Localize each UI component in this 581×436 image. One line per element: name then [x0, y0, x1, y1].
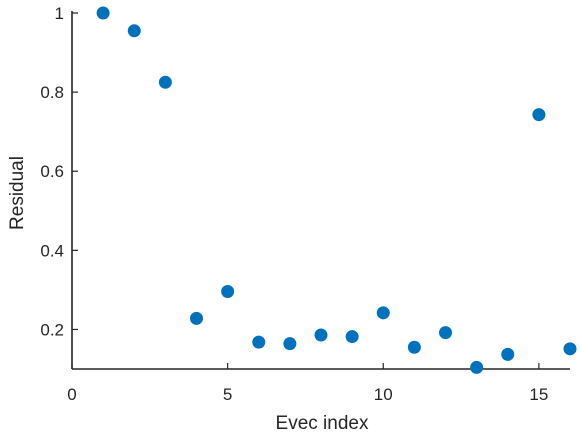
y-tick-label: 0.2: [40, 320, 64, 339]
data-point: [407, 340, 421, 354]
x-tick-label: 15: [529, 385, 548, 404]
y-tick-label: 0.4: [40, 241, 64, 260]
data-points: [96, 6, 577, 374]
data-point: [563, 342, 577, 356]
data-point: [127, 24, 141, 38]
data-point: [439, 326, 452, 340]
data-point: [96, 6, 110, 20]
axes: [71, 11, 570, 370]
data-point: [501, 347, 515, 361]
y-tick-label: 1: [55, 4, 64, 23]
data-point: [190, 311, 203, 325]
x-tick-label: 0: [67, 385, 76, 404]
x-tick-label: 5: [223, 385, 232, 404]
data-point: [314, 328, 328, 342]
data-point: [376, 306, 390, 320]
x-tick-label: 10: [374, 385, 393, 404]
y-tick-label: 0.6: [40, 162, 64, 181]
data-point: [283, 337, 297, 351]
data-point: [221, 284, 235, 298]
ticks: 0 5 10 15 0.2 0.4 0.6 0.8 1: [40, 4, 548, 404]
data-point: [532, 108, 546, 122]
data-point: [345, 330, 359, 344]
data-point: [158, 75, 172, 89]
y-tick-label: 0.8: [40, 83, 64, 102]
data-point: [252, 335, 266, 349]
x-axis-title: Evec index: [276, 413, 369, 434]
y-axis-title: Residual: [7, 156, 28, 230]
data-point: [470, 360, 484, 374]
